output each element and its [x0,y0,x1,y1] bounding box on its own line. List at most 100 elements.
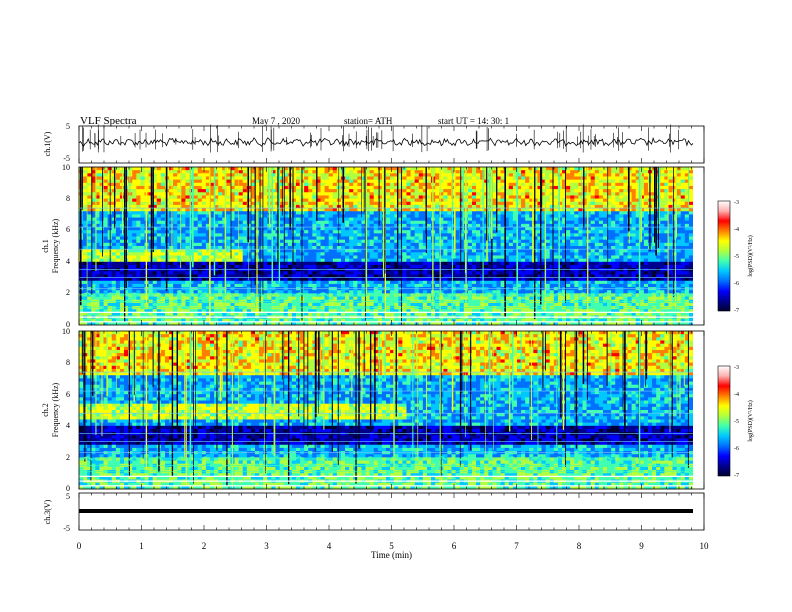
spectrogram-cell [623,179,628,184]
spectrogram-cell [459,230,465,234]
spectrogram-cell [435,173,440,177]
spectrogram-cell [496,227,501,231]
spectrogram-cell [353,201,358,206]
spectrogram-cell [467,208,473,212]
spectrogram-cell [263,211,268,215]
spectrogram-cell [357,223,362,228]
spectrogram-cell [492,170,497,174]
spectrogram-cell [488,182,493,187]
spectrogram-cell [422,208,428,212]
spectrogram-cell [308,261,313,266]
spectrogram-cell [660,246,665,250]
spectrogram-cell [332,258,338,263]
spectrogram-cell [476,264,481,269]
spectrogram-cell [169,204,174,209]
spectrogram-cell [545,170,551,174]
spectrogram-cell [545,201,551,206]
spectrogram-cell [418,249,424,253]
spectrogram-cell [447,208,452,212]
spectrogram-cell [557,170,563,174]
spectrogram-cell [340,252,346,256]
spectrogram-cell [95,208,100,212]
spectrogram-cell [349,255,354,259]
spectrogram-cell [312,258,317,263]
spectrogram-cell [660,233,665,237]
spectrogram-cell [394,185,399,190]
spectrogram-cell [381,255,387,259]
spectrogram-cell [660,189,665,193]
spectrogram-cell [660,258,665,263]
spectrogram-cell [574,246,579,250]
ch1-ytick-top: 5 [66,122,70,131]
spectrogram-cell [521,230,526,234]
spectrogram-cell [414,185,420,190]
spectrogram-cell [103,255,108,259]
spectrogram-cell [246,239,252,244]
spectrogram-cell [328,185,334,190]
spectrogram-cell [87,261,92,266]
spectrogram-cell [541,208,546,212]
spectrogram-cell [320,192,325,196]
spectrogram-cell [128,252,133,256]
spectrogram-cell [631,211,636,215]
spectrogram-cell [312,167,317,171]
spectrogram-cell [414,217,420,222]
spectrogram-cell [218,185,223,190]
spectrogram-cell [680,236,686,240]
spectrogram-cell [140,189,145,193]
spectrogram-cell [586,182,591,187]
spectrogram-cell [238,179,244,184]
spectrogram-cell [345,220,350,225]
spectrogram-cell [197,192,203,196]
spectrogram-cell [365,201,370,206]
spectrogram-cell [684,264,690,269]
spectrogram-cell [402,220,407,225]
spectrogram-cell [226,255,231,259]
spectrogram-cell [582,239,587,244]
spectrogram-cell [353,230,358,234]
spectrogram-cell [578,179,583,184]
spectrogram-cell [414,227,420,231]
spectrogram-cell [160,217,166,222]
spectrogram-cell [639,252,645,256]
spectrogram-cell [283,176,289,180]
spectrogram-cell [99,255,104,259]
spectrogram-cell [553,198,559,203]
spectrogram-cell [562,214,567,218]
spectrogram-cell [287,261,293,266]
spectrogram-cell [95,239,100,244]
spectrogram-cell [553,204,559,209]
spectrogram-cell [607,261,612,266]
spectrogram-cell [443,192,448,196]
spectrogram-cell [410,264,415,269]
spectrogram-cell [181,233,186,237]
spectrogram-cell [345,249,350,253]
spectrogram-cell [394,192,399,196]
spectrogram-cell [545,179,551,184]
spectrogram-cell [177,167,182,171]
spectrogram-cell [488,252,493,256]
spectrogram-cell [197,170,203,174]
spectrogram-cell [193,242,198,247]
spectrogram-cell [541,255,546,259]
spectrogram-cell [660,217,665,222]
spectrogram-cell [132,211,137,215]
spectrogram-cell [426,217,432,222]
spectrogram-cell [643,179,649,184]
spectrogram-cell [365,230,370,234]
spectrogram-cell [590,239,596,244]
spectrogram-cell [320,230,325,234]
spectrogram-cell [619,236,624,240]
spectrogram-cell [508,246,514,250]
spectrogram-cell [488,255,493,259]
spectrogram-cell [660,182,665,187]
spectrogram-cell [414,255,420,259]
spectrogram-cell [672,176,677,180]
spectrogram-cell [582,230,587,234]
spectrogram-cell [439,264,444,269]
spectrogram-cell [222,185,227,190]
spectrogram-cell [684,176,690,180]
spectrogram-cell [394,214,399,218]
spectrogram-cell [418,182,424,187]
spectrogram-cell [390,261,395,266]
